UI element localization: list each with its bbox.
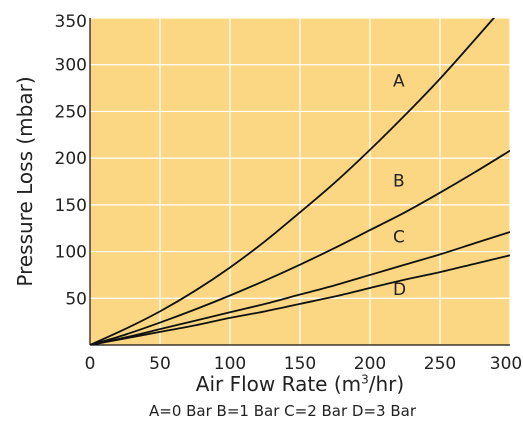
grid-lines: [90, 17, 511, 345]
y-tick-label: 250: [55, 102, 87, 122]
tick-labels: 0 50 100 150 200 250 300 50 100 150 200 250 300 350: [55, 12, 523, 374]
y-tick-label: 100: [55, 243, 87, 263]
y-tick-label: 200: [55, 149, 87, 169]
y-tick-label: 300: [55, 56, 87, 76]
curve-label-a: A: [393, 72, 405, 92]
x-tick-label: 150: [284, 354, 316, 374]
series-lines: [90, 18, 510, 345]
series-line-d: [90, 254, 510, 345]
x-tick-label: 0: [85, 354, 96, 374]
series-line-c: [90, 231, 510, 345]
series-line-b: [90, 149, 510, 345]
x-tick-label: 300: [490, 354, 522, 374]
x-tick-label: 250: [424, 354, 456, 374]
y-tick-label: 50: [65, 289, 87, 309]
x-tick-label: 50: [149, 354, 171, 374]
axes: [89, 18, 510, 346]
curve-labels: A B C D: [393, 72, 406, 300]
curve-label-c: C: [393, 228, 405, 248]
x-tick-label: 200: [354, 354, 386, 374]
x-axis-label: Air Flow Rate (m3/hr): [195, 372, 405, 396]
curve-label-d: D: [393, 280, 406, 300]
y-tick-label: 150: [55, 196, 87, 216]
y-axis-label: Pressure Loss (mbar): [13, 76, 37, 286]
pressure-key-note: A=0 Bar B=1 Bar C=2 Bar D=3 Bar: [149, 402, 416, 420]
x-tick-label: 100: [214, 354, 246, 374]
y-tick-label: 350: [55, 12, 87, 32]
curve-label-b: B: [393, 172, 405, 192]
series-line-a: [90, 18, 495, 345]
